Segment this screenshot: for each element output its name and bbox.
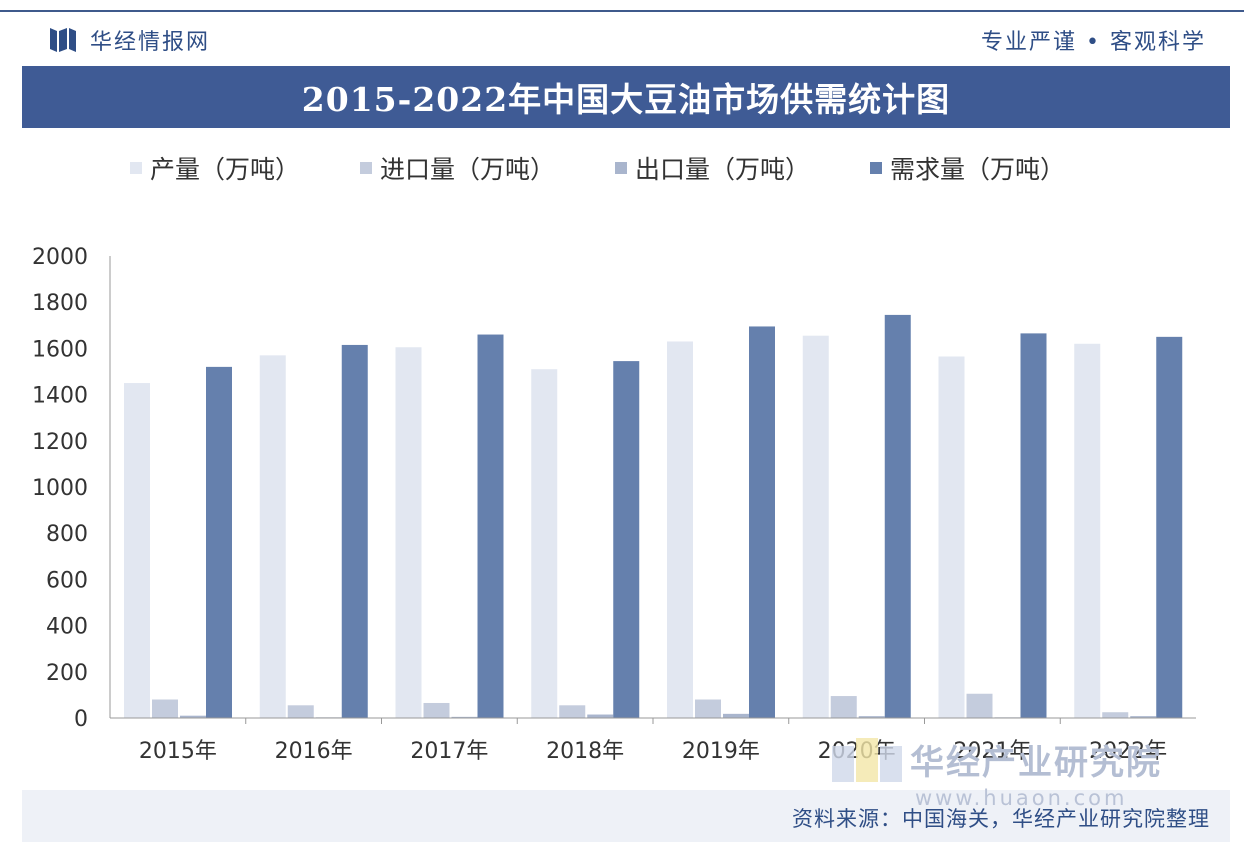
bar [477, 334, 504, 718]
title-bar: 2015-2022年中国大豆油市场供需统计图 [22, 66, 1230, 128]
legend-label: 出口量（万吨） [635, 155, 811, 184]
y-tick-label: 800 [46, 522, 88, 547]
bar [1020, 333, 1047, 718]
bar [124, 383, 150, 718]
bar [884, 314, 911, 718]
x-tick-label: 2022年 [1089, 739, 1167, 764]
legend-label: 产量（万吨） [150, 155, 301, 184]
legend-label: 需求量（万吨） [890, 155, 1066, 184]
bar [206, 366, 232, 718]
x-tick-label: 2018年 [546, 739, 624, 764]
x-tick-label: 2021年 [953, 739, 1031, 764]
y-tick-label: 1800 [32, 291, 88, 316]
legend-swatch [360, 162, 373, 174]
legend-item: 进口量（万吨） [360, 150, 555, 186]
y-tick-label: 1200 [32, 430, 88, 455]
y-tick-label: 600 [46, 568, 88, 593]
bar [1102, 712, 1129, 718]
x-tick-label: 2019年 [682, 739, 760, 764]
logo-icon [50, 28, 76, 52]
watermark: 华经产业研究院 [832, 735, 1162, 784]
y-tick-label: 0 [74, 707, 88, 732]
bar [749, 326, 775, 718]
footer-bar [22, 790, 1230, 842]
slogan: 专业严谨 • 客观科学 [981, 30, 1206, 55]
x-tick-label: 2016年 [275, 739, 353, 764]
brand-name: 华经情报网 [90, 30, 211, 55]
bar [341, 344, 368, 718]
bar [802, 335, 829, 718]
bar [830, 696, 857, 718]
x-tick-label: 2017年 [410, 739, 488, 764]
bar [1156, 336, 1183, 718]
legend-label: 进口量（万吨） [380, 155, 556, 184]
bar [667, 341, 693, 718]
y-tick-label: 1400 [32, 384, 88, 409]
brand: 华经情报网 [48, 24, 210, 56]
legend-swatch [130, 162, 142, 174]
bar [723, 713, 749, 718]
bar [559, 705, 586, 718]
y-tick-label: 400 [46, 615, 88, 640]
bar [423, 702, 450, 718]
legend-swatch [615, 162, 628, 174]
legend-swatch [870, 162, 883, 174]
y-tick-label: 1000 [32, 476, 88, 501]
bar [531, 369, 558, 718]
bar [395, 347, 422, 718]
bar [613, 361, 640, 718]
watermark-url: www.huaon.com [915, 786, 1128, 810]
bar [587, 714, 614, 718]
y-tick-label: 200 [46, 661, 88, 686]
bar [259, 355, 286, 718]
watermark-logo-icon [832, 737, 902, 782]
bar [1074, 343, 1101, 718]
bar [858, 716, 885, 718]
bar [152, 699, 178, 718]
y-tick-label: 1600 [32, 337, 88, 362]
top-divider [0, 10, 1244, 12]
y-tick-label: 2000 [32, 245, 88, 270]
watermark-name: 华经产业研究院 [910, 743, 1162, 783]
chart-legend: 产量（万吨） 进口量（万吨） 出口量（万吨） 需求量（万吨） [130, 148, 1125, 188]
bar [938, 356, 965, 718]
bar [695, 699, 721, 718]
bar [966, 693, 993, 718]
x-tick-label: 2015年 [139, 739, 217, 764]
bar [1130, 716, 1157, 718]
legend-item: 产量（万吨） [130, 150, 300, 186]
bar [451, 716, 478, 718]
bar [287, 705, 314, 718]
data-source: 资料来源：中国海关，华经产业研究院整理 [792, 807, 1210, 831]
chart-title: 2015-2022年中国大豆油市场供需统计图 [301, 80, 951, 119]
legend-item: 出口量（万吨） [615, 150, 810, 186]
bar [180, 715, 206, 718]
legend-item: 需求量（万吨） [870, 150, 1065, 186]
